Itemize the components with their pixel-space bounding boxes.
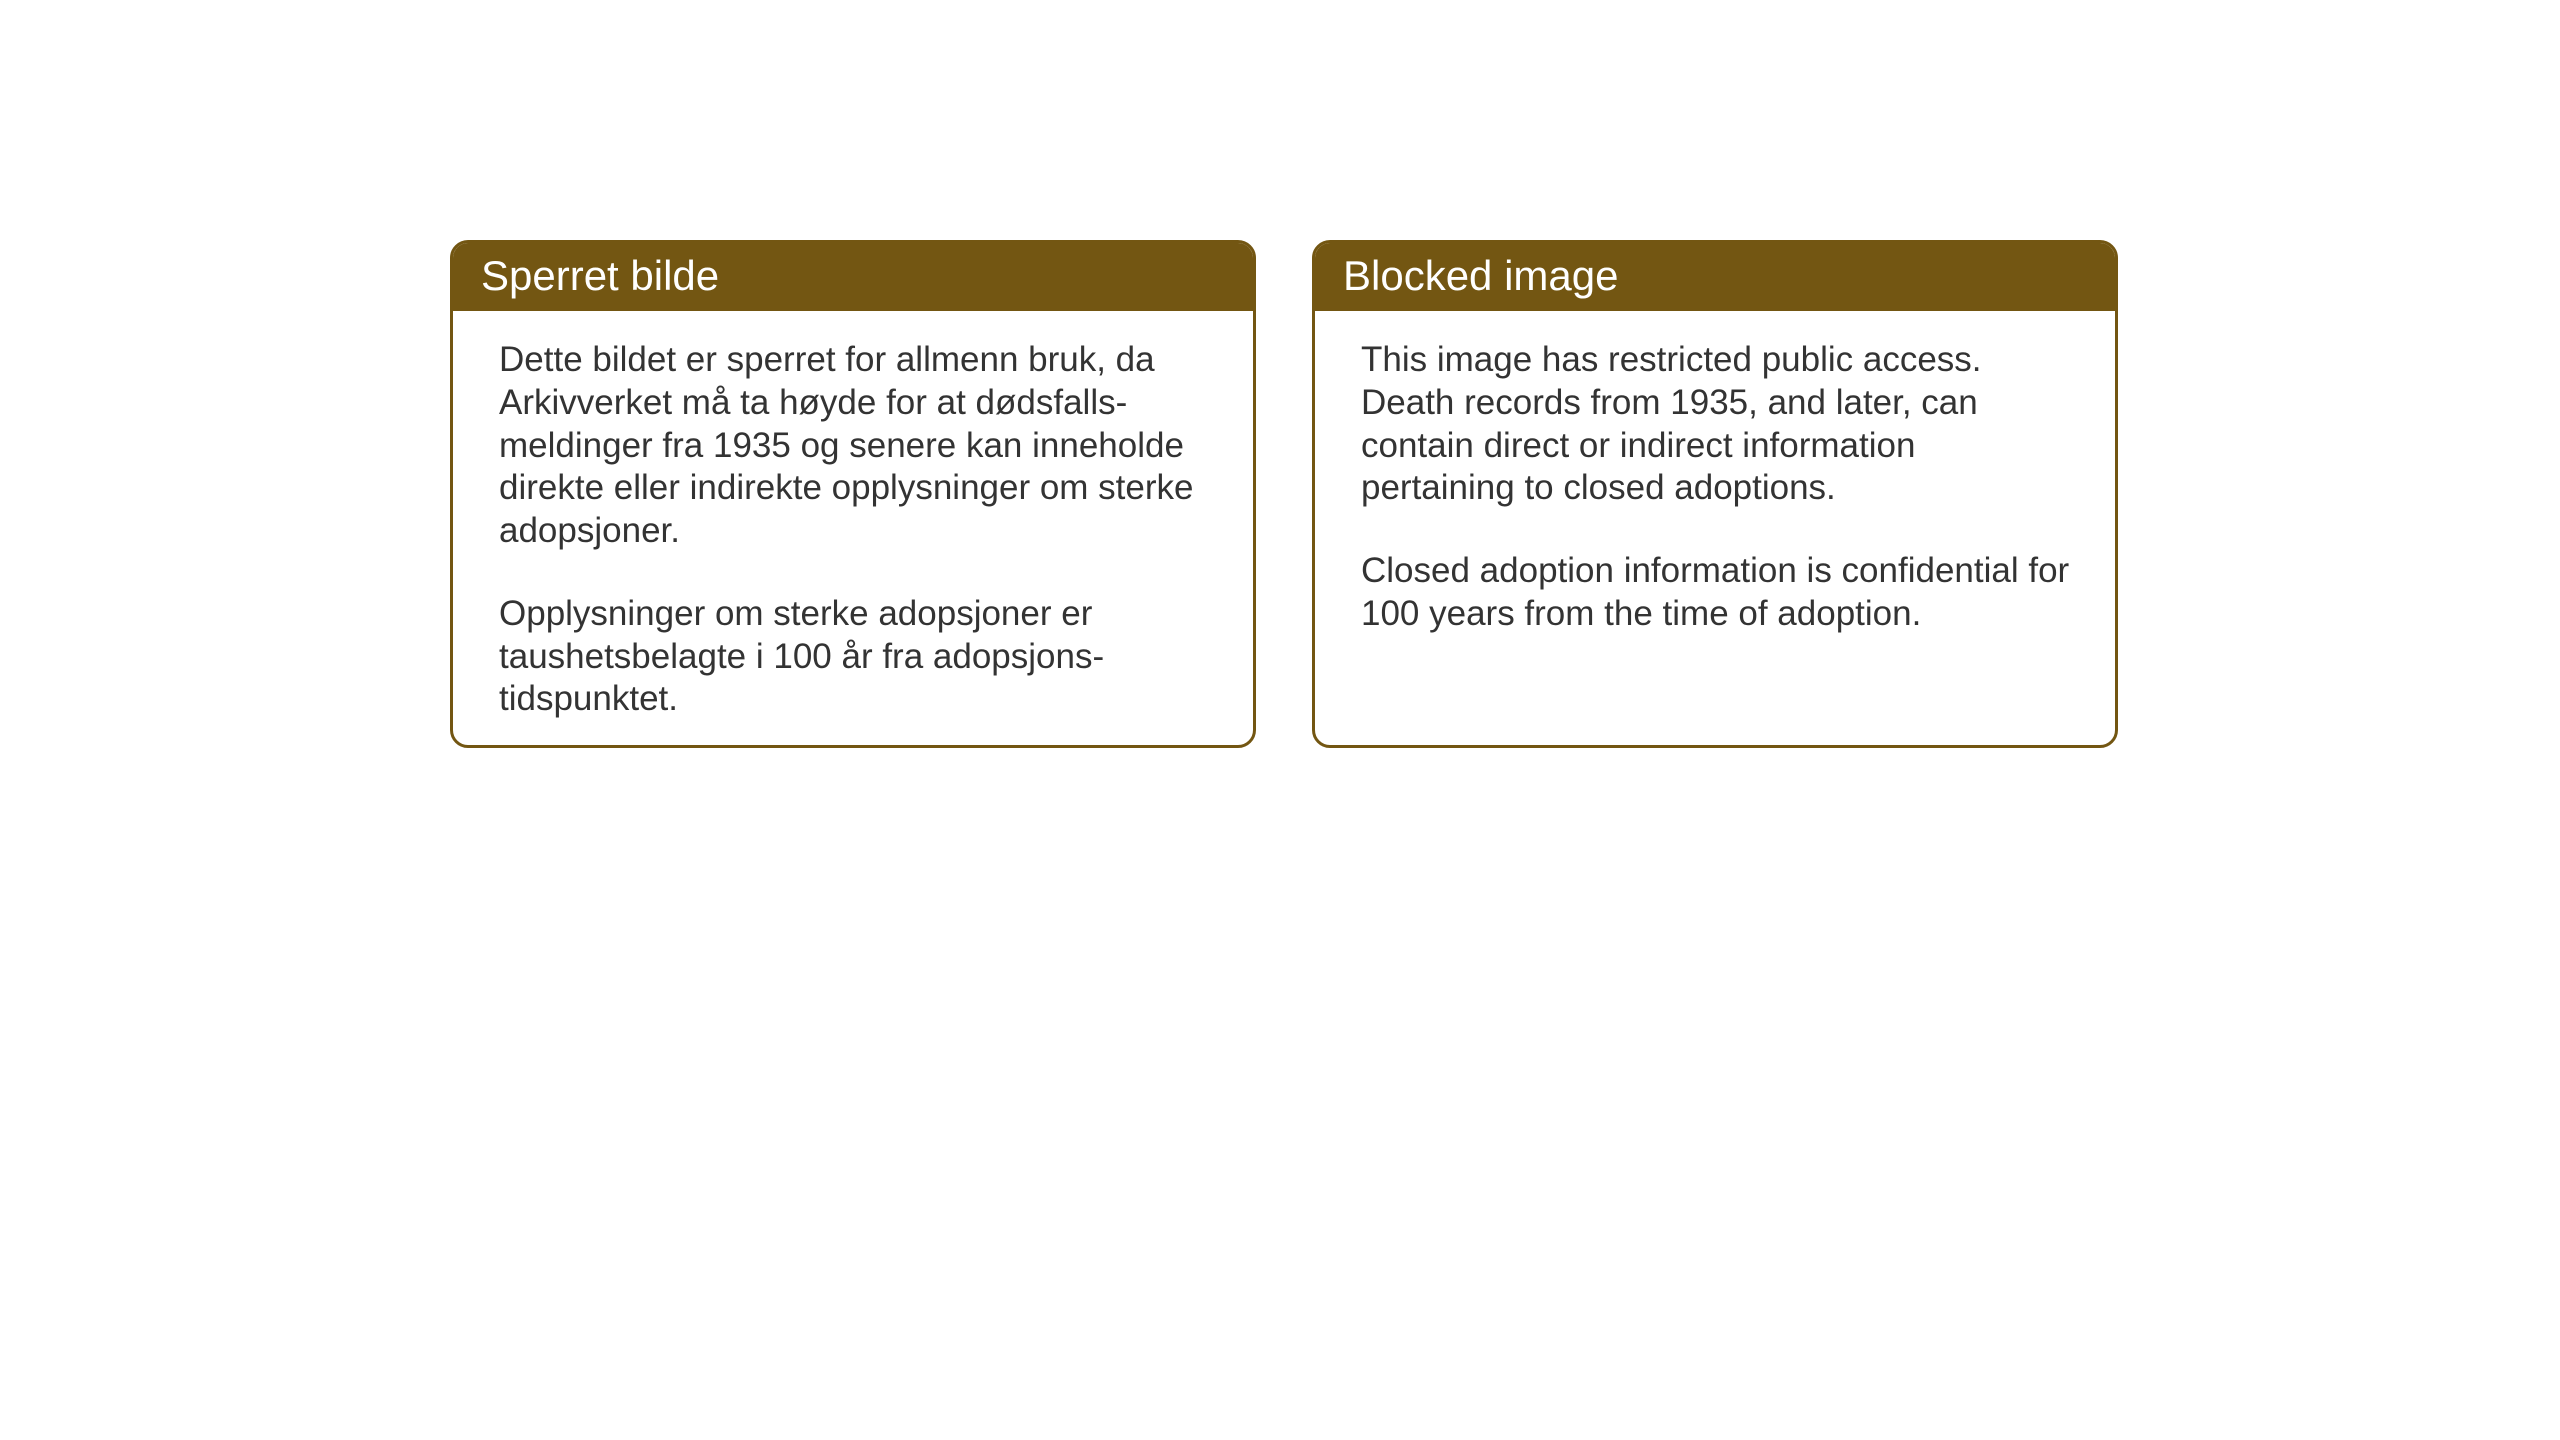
card-body: Dette bildet er sperret for allmenn bruk… xyxy=(453,311,1253,748)
card-paragraph-2: Closed adoption information is confident… xyxy=(1361,550,2073,635)
notice-card-norwegian: Sperret bilde Dette bildet er sperret fo… xyxy=(450,240,1256,748)
cards-container: Sperret bilde Dette bildet er sperret fo… xyxy=(450,240,2118,748)
card-paragraph-1: Dette bildet er sperret for allmenn bruk… xyxy=(499,339,1211,552)
card-header: Sperret bilde xyxy=(453,243,1253,311)
card-title: Blocked image xyxy=(1343,252,1618,299)
card-title: Sperret bilde xyxy=(481,252,719,299)
card-paragraph-1: This image has restricted public access.… xyxy=(1361,339,2073,510)
card-header: Blocked image xyxy=(1315,243,2115,311)
card-paragraph-2: Opplysninger om sterke adopsjoner er tau… xyxy=(499,593,1211,721)
card-body: This image has restricted public access.… xyxy=(1315,311,2115,663)
notice-card-english: Blocked image This image has restricted … xyxy=(1312,240,2118,748)
